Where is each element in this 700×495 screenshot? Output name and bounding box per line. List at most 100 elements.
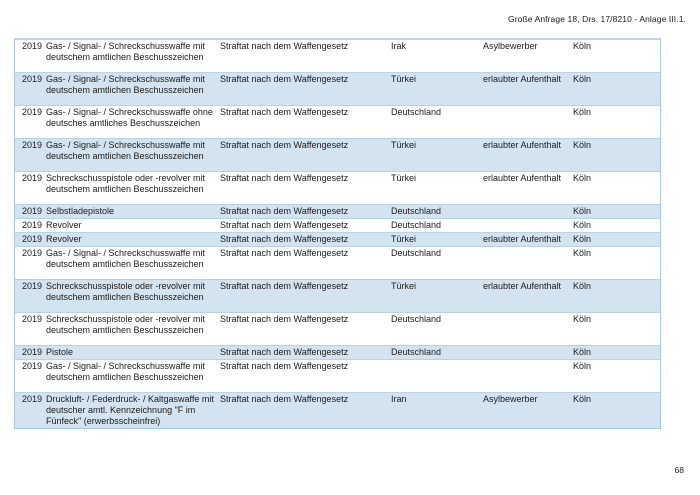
cell-offense: Straftat nach dem Waffengesetz — [220, 41, 349, 51]
cell-city: Köln — [573, 347, 592, 357]
cell-weapon-type: Gas- / Signal- / Schreckschusswaffe mit … — [46, 74, 205, 95]
cell-weapon-type: Gas- / Signal- / Schreckschusswaffe mit … — [46, 361, 205, 382]
cell-nationality: Deutschland — [391, 347, 442, 357]
cell-city: Köln — [573, 314, 592, 324]
cell-year: 2019 — [22, 314, 43, 324]
cell-offense: Straftat nach dem Waffengesetz — [220, 220, 349, 230]
cell-city: Köln — [573, 206, 592, 216]
cell-residence-status: Asylbewerber — [483, 41, 538, 51]
cell-offense: Straftat nach dem Waffengesetz — [220, 281, 349, 291]
cell-year: 2019 — [22, 220, 43, 230]
cell-offense: Straftat nach dem Waffengesetz — [220, 107, 349, 117]
cell-year: 2019 — [22, 281, 43, 291]
cell-residence-status — [482, 313, 572, 345]
cell-residence-status — [482, 360, 572, 392]
cell-city: Köln — [573, 107, 592, 117]
cell-residence-status — [482, 106, 572, 138]
cell-weapon-type: Gas- / Signal- / Schreckschusswaffe mit … — [46, 248, 205, 269]
cell-city: Köln — [573, 74, 592, 84]
cell-weapon-type: Schreckschusspistole oder -revolver mit … — [46, 281, 206, 302]
cell-city: Köln — [573, 140, 592, 150]
cell-weapon-type: Gas- / Signal- / Schreckschusswaffe mit … — [46, 41, 205, 62]
cell-city: Köln — [573, 41, 592, 51]
cell-weapon-type: Schreckschusspistole oder -revolver mit … — [46, 314, 206, 335]
table-row: 2019 Selbstladepistole Straftat nach dem… — [15, 205, 660, 219]
table-row: 2019 Gas- / Signal- / Schreckschusswaffe… — [15, 106, 660, 139]
cell-nationality: Deutschland — [391, 248, 442, 258]
table-row: 2019 Schreckschusspistole oder -revolver… — [15, 280, 660, 313]
cell-offense: Straftat nach dem Waffengesetz — [220, 394, 349, 404]
cell-city: Köln — [573, 361, 592, 371]
cell-year: 2019 — [22, 206, 43, 216]
cell-residence-status: erlaubter Aufenthalt — [483, 140, 562, 150]
document-header-reference: Große Anfrage 18, Drs. 17/8210 - Anlage … — [507, 14, 686, 24]
cell-nationality: Deutschland — [391, 206, 442, 216]
cell-city: Köln — [573, 220, 592, 230]
cell-year: 2019 — [22, 41, 43, 51]
table-row: 2019 Druckluft- / Federdruck- / Kaltgasw… — [15, 393, 660, 428]
cell-nationality: Türkei — [391, 281, 417, 291]
cell-residence-status: erlaubter Aufenthalt — [483, 281, 562, 291]
cell-year: 2019 — [22, 173, 43, 183]
cell-offense: Straftat nach dem Waffengesetz — [220, 234, 349, 244]
table-row: 2019 Schreckschusspistole oder -revolver… — [15, 172, 660, 205]
cell-year: 2019 — [22, 347, 43, 357]
cell-weapon-type: Druckluft- / Federdruck- / Kaltgaswaffe … — [46, 394, 214, 426]
cell-year: 2019 — [22, 234, 43, 244]
table-row: 2019 Revolver Straftat nach dem Waffenge… — [15, 233, 660, 247]
cell-offense: Straftat nach dem Waffengesetz — [220, 140, 349, 150]
cell-nationality: Iran — [391, 394, 407, 404]
cell-offense: Straftat nach dem Waffengesetz — [220, 361, 349, 371]
cell-residence-status: erlaubter Aufenthalt — [483, 173, 562, 183]
cell-city: Köln — [573, 234, 592, 244]
cell-year: 2019 — [22, 107, 43, 117]
cell-year: 2019 — [22, 248, 43, 258]
cell-nationality: Türkei — [391, 140, 417, 150]
cell-nationality: Deutschland — [391, 314, 442, 324]
cell-nationality: Deutschland — [391, 107, 442, 117]
cell-city: Köln — [573, 281, 592, 291]
cell-residence-status — [482, 346, 572, 359]
cell-weapon-type: Revolver — [46, 220, 82, 230]
cell-weapon-type: Schreckschusspistole oder -revolver mit … — [46, 173, 206, 194]
cell-offense: Straftat nach dem Waffengesetz — [220, 173, 349, 183]
table-row: 2019 Gas- / Signal- / Schreckschusswaffe… — [15, 360, 660, 393]
table-row: 2019 Schreckschusspistole oder -revolver… — [15, 313, 660, 346]
table-row: 2019 Gas- / Signal- / Schreckschusswaffe… — [15, 73, 660, 106]
table-row: 2019 Gas- / Signal- / Schreckschusswaffe… — [15, 247, 660, 280]
cell-residence-status — [482, 205, 572, 218]
cell-residence-status — [482, 247, 572, 279]
cell-year: 2019 — [22, 394, 43, 404]
table-row: 2019 Pistole Straftat nach dem Waffenges… — [15, 346, 660, 360]
cell-offense: Straftat nach dem Waffengesetz — [220, 206, 349, 216]
table-row: 2019 Gas- / Signal- / Schreckschusswaffe… — [15, 40, 660, 73]
cell-weapon-type: Pistole — [46, 347, 74, 357]
page-number: 68 — [674, 465, 684, 475]
cell-nationality: Irak — [391, 41, 407, 51]
weapons-table: 2019 Gas- / Signal- / Schreckschusswaffe… — [14, 38, 661, 429]
cell-nationality: Türkei — [391, 74, 417, 84]
cell-city: Köln — [573, 394, 592, 404]
cell-weapon-type: Gas- / Signal- / Schreckschusswaffe mit … — [46, 140, 205, 161]
cell-year: 2019 — [22, 361, 43, 371]
cell-offense: Straftat nach dem Waffengesetz — [220, 314, 349, 324]
cell-weapon-type: Revolver — [46, 234, 82, 244]
table-row: 2019 Revolver Straftat nach dem Waffenge… — [15, 219, 660, 233]
cell-city: Köln — [573, 248, 592, 258]
cell-nationality: Türkei — [391, 234, 417, 244]
cell-weapon-type: Selbstladepistole — [46, 206, 115, 216]
cell-offense: Straftat nach dem Waffengesetz — [220, 248, 349, 258]
cell-weapon-type: Gas- / Signal- / Schreckschusswaffe ohne… — [46, 107, 213, 128]
table-row: 2019 Gas- / Signal- / Schreckschusswaffe… — [15, 139, 660, 172]
cell-offense: Straftat nach dem Waffengesetz — [220, 74, 349, 84]
cell-residence-status — [482, 219, 572, 232]
cell-residence-status: erlaubter Aufenthalt — [483, 234, 562, 244]
cell-residence-status: Asylbewerber — [483, 394, 538, 404]
cell-offense: Straftat nach dem Waffengesetz — [220, 347, 349, 357]
cell-residence-status: erlaubter Aufenthalt — [483, 74, 562, 84]
cell-year: 2019 — [22, 74, 43, 84]
cell-year: 2019 — [22, 140, 43, 150]
cell-city: Köln — [573, 173, 592, 183]
cell-nationality: Türkei — [391, 173, 417, 183]
